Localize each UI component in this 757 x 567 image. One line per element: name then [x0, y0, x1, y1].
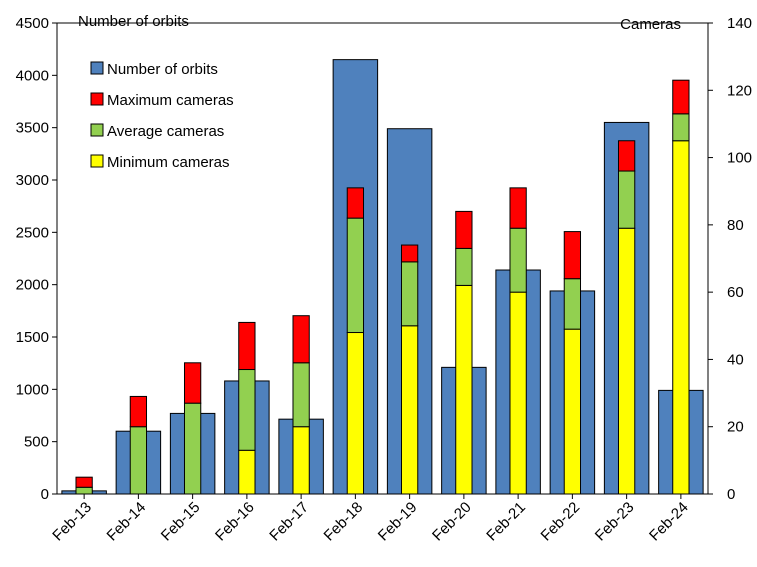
- legend-label: Number of orbits: [107, 61, 218, 78]
- camera-bars: [75, 79, 690, 495]
- x-tick-label: Feb-24: [646, 499, 692, 545]
- right-y-tick-label: 0: [727, 486, 735, 503]
- right-y-tick-label: 100: [727, 150, 752, 167]
- maximum-cameras-bar: [400, 244, 419, 263]
- average-cameras-bar: [238, 369, 256, 451]
- minimum-cameras-bar: [238, 449, 256, 495]
- minimum-cameras-bar: [509, 291, 527, 495]
- average-cameras-bar: [672, 113, 690, 142]
- average-cameras-bar: [400, 261, 419, 327]
- left-y-tick-label: 1000: [16, 381, 49, 398]
- maximum-cameras-bar: [183, 362, 202, 404]
- maximum-cameras-bar: [563, 231, 582, 280]
- right-y-tick-label: 20: [727, 419, 744, 436]
- legend: Number of orbits Maximum cameras Average c…: [90, 61, 234, 171]
- maximum-cameras-bar: [672, 79, 690, 115]
- x-tick-label: Feb-21: [483, 499, 529, 545]
- maximum-cameras-bar: [238, 321, 256, 371]
- minimum-cameras-bar: [455, 284, 473, 495]
- left-y-tick-label: 0: [41, 486, 49, 503]
- legend-label: Minimum cameras: [107, 154, 230, 171]
- right-y-tick-label: 60: [727, 284, 744, 301]
- average-cameras-bar: [129, 426, 148, 495]
- left-axis-title: Number of orbits: [78, 13, 189, 30]
- minimum-cameras-bar: [672, 140, 690, 495]
- right-y-tick-label: 80: [727, 217, 744, 234]
- left-y-tick-label: 2000: [16, 277, 49, 294]
- x-tick-label: Feb-13: [49, 499, 95, 545]
- x-tick-label: Feb-18: [321, 499, 367, 545]
- minimum-cameras-bar: [400, 325, 419, 495]
- left-y-tick-label: 2500: [16, 224, 49, 241]
- legend-swatch: [90, 92, 104, 106]
- average-cameras-bar: [183, 402, 202, 495]
- maximum-cameras-bar: [617, 140, 636, 172]
- x-tick-label: Feb-15: [158, 499, 204, 545]
- average-cameras-bar: [346, 217, 365, 334]
- legend-swatch: [90, 61, 104, 75]
- x-tick-label: Feb-19: [375, 499, 421, 545]
- right-y-tick-label: 40: [727, 351, 744, 368]
- maximum-cameras-bar: [292, 315, 310, 364]
- left-y-tick-label: 1500: [16, 329, 49, 346]
- average-cameras-bar: [75, 486, 93, 495]
- left-y-tick-label: 4500: [16, 15, 49, 32]
- minimum-cameras-bar: [563, 328, 582, 495]
- right-axis-title: Cameras: [620, 16, 681, 33]
- average-cameras-bar: [563, 278, 582, 330]
- x-tick-label: Feb-20: [429, 499, 475, 545]
- legend-label: Average cameras: [107, 123, 224, 140]
- right-y-tick-label: 120: [727, 82, 752, 99]
- left-y-tick-label: 500: [24, 434, 49, 451]
- left-y-tick-label: 3500: [16, 120, 49, 137]
- average-cameras-bar: [509, 227, 527, 293]
- x-tick-label: Feb-16: [212, 499, 258, 545]
- left-y-tick-label: 4000: [16, 67, 49, 84]
- minimum-cameras-bar: [292, 426, 310, 495]
- x-tick-label: Feb-17: [266, 499, 312, 545]
- minimum-cameras-bar: [346, 332, 365, 495]
- legend-swatch: [90, 154, 104, 168]
- plot-frame: [56, 22, 709, 495]
- x-tick-label: Feb-23: [592, 499, 638, 545]
- maximum-cameras-bar: [129, 395, 148, 428]
- maximum-cameras-bar: [75, 476, 93, 488]
- maximum-cameras-bar: [346, 187, 365, 219]
- legend-label: Maximum cameras: [107, 92, 234, 109]
- average-cameras-bar: [455, 247, 473, 286]
- maximum-cameras-bar: [455, 210, 473, 249]
- maximum-cameras-bar: [509, 187, 527, 229]
- legend-swatch: [90, 123, 104, 137]
- minimum-cameras-bar: [617, 227, 636, 495]
- x-tick-label: Feb-22: [538, 499, 584, 545]
- average-cameras-bar: [617, 170, 636, 229]
- left-y-tick-label: 3000: [16, 172, 49, 189]
- average-cameras-bar: [292, 362, 310, 428]
- right-y-tick-label: 140: [727, 15, 752, 32]
- x-tick-label: Feb-14: [104, 499, 150, 545]
